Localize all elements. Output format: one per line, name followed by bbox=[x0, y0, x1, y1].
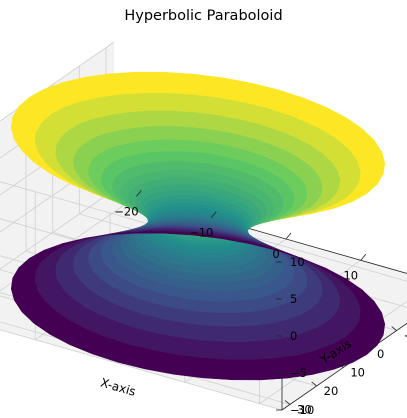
surface-patch bbox=[326, 117, 363, 143]
surface-patch bbox=[206, 242, 216, 246]
surface-patch bbox=[174, 218, 187, 221]
z-tick-label: 5 bbox=[290, 292, 297, 306]
surface-patch bbox=[176, 216, 188, 219]
surface-patch bbox=[206, 248, 216, 253]
surface-patch bbox=[176, 337, 203, 358]
surface-patch bbox=[200, 289, 217, 302]
z-tick-label: 10 bbox=[290, 255, 305, 269]
surface-patch bbox=[178, 189, 189, 196]
surface-patch bbox=[193, 94, 220, 115]
z-tick-label: −5 bbox=[290, 366, 307, 380]
surface-patch bbox=[187, 194, 197, 201]
surface-patch bbox=[193, 111, 217, 130]
z-tick-label: −10 bbox=[290, 403, 314, 417]
surface-patch bbox=[199, 267, 212, 275]
surface-patch bbox=[199, 251, 209, 258]
surface-patch bbox=[207, 252, 217, 258]
surface-patch bbox=[327, 270, 363, 291]
surface-patch bbox=[178, 214, 189, 217]
z-tick-label: 0 bbox=[290, 329, 297, 343]
grid-x bbox=[0, 196, 137, 292]
surface-patch bbox=[192, 73, 223, 98]
x-tick-mark bbox=[136, 190, 142, 197]
surface-patch bbox=[181, 309, 202, 326]
surface-patch bbox=[174, 125, 196, 141]
y-tick-mark bbox=[311, 381, 317, 387]
surface-patch bbox=[185, 288, 201, 301]
x-tick-mark bbox=[360, 254, 367, 261]
surface-patch bbox=[179, 211, 189, 215]
surface-patch bbox=[173, 354, 204, 379]
surface-patch bbox=[206, 245, 216, 250]
y-tick-mark bbox=[391, 326, 397, 331]
surface-patch bbox=[199, 281, 215, 292]
surface-patch bbox=[199, 273, 213, 283]
surface-patch bbox=[199, 261, 210, 269]
x-tick-label: −10 bbox=[189, 226, 213, 240]
x-tick-mark bbox=[210, 211, 217, 218]
surface-patch bbox=[186, 183, 197, 191]
y-tick-label: 10 bbox=[350, 365, 365, 379]
grid-z bbox=[0, 189, 283, 411]
surface-patch bbox=[201, 339, 229, 360]
surface-patch bbox=[180, 209, 190, 213]
y-tick-mark bbox=[284, 400, 291, 405]
surface-patch bbox=[180, 206, 190, 210]
surface-patch bbox=[201, 324, 225, 342]
surface-patch bbox=[169, 189, 181, 196]
y-tick-mark bbox=[338, 363, 344, 368]
surface-patch bbox=[177, 139, 196, 153]
surface-patch bbox=[184, 177, 197, 185]
y-tick-label: 20 bbox=[324, 384, 339, 398]
surface-patch bbox=[179, 194, 189, 200]
surface-patch bbox=[176, 183, 188, 191]
surface-patch bbox=[207, 256, 218, 263]
surface-patch bbox=[200, 311, 222, 327]
x-tick-label: −20 bbox=[114, 204, 138, 218]
y-tick-label: 0 bbox=[377, 347, 384, 361]
x-tick-label: 10 bbox=[343, 268, 358, 282]
surface-patch bbox=[181, 160, 197, 171]
chart-title: Hyperbolic Paraboloid bbox=[124, 8, 283, 24]
surface-patch bbox=[171, 194, 182, 201]
surface-patch bbox=[200, 299, 219, 313]
y-tick-mark bbox=[364, 344, 371, 350]
surface-patch bbox=[206, 239, 216, 243]
surface-patch bbox=[179, 322, 203, 341]
surface-patch bbox=[183, 169, 197, 179]
surface-patch bbox=[199, 256, 209, 263]
surface-plot bbox=[10, 71, 386, 381]
surface-patch bbox=[202, 357, 233, 381]
surface-patch bbox=[171, 110, 195, 128]
x-axis-label: X-axis bbox=[99, 375, 137, 398]
surface-patch bbox=[174, 177, 187, 185]
surface-patch bbox=[194, 126, 215, 143]
surface-patch bbox=[183, 297, 202, 312]
x-tick-mark bbox=[285, 232, 292, 240]
surface-patch bbox=[180, 199, 190, 204]
y-tick-label: 30 bbox=[297, 402, 312, 416]
surface-patch bbox=[163, 71, 194, 95]
surface-patch bbox=[187, 189, 197, 196]
surface-patch bbox=[179, 150, 196, 163]
surface-patch bbox=[180, 202, 190, 207]
y-tick-label: −10 bbox=[404, 329, 407, 343]
x-tick-label: 0 bbox=[272, 247, 279, 261]
surface-patch bbox=[167, 92, 195, 113]
